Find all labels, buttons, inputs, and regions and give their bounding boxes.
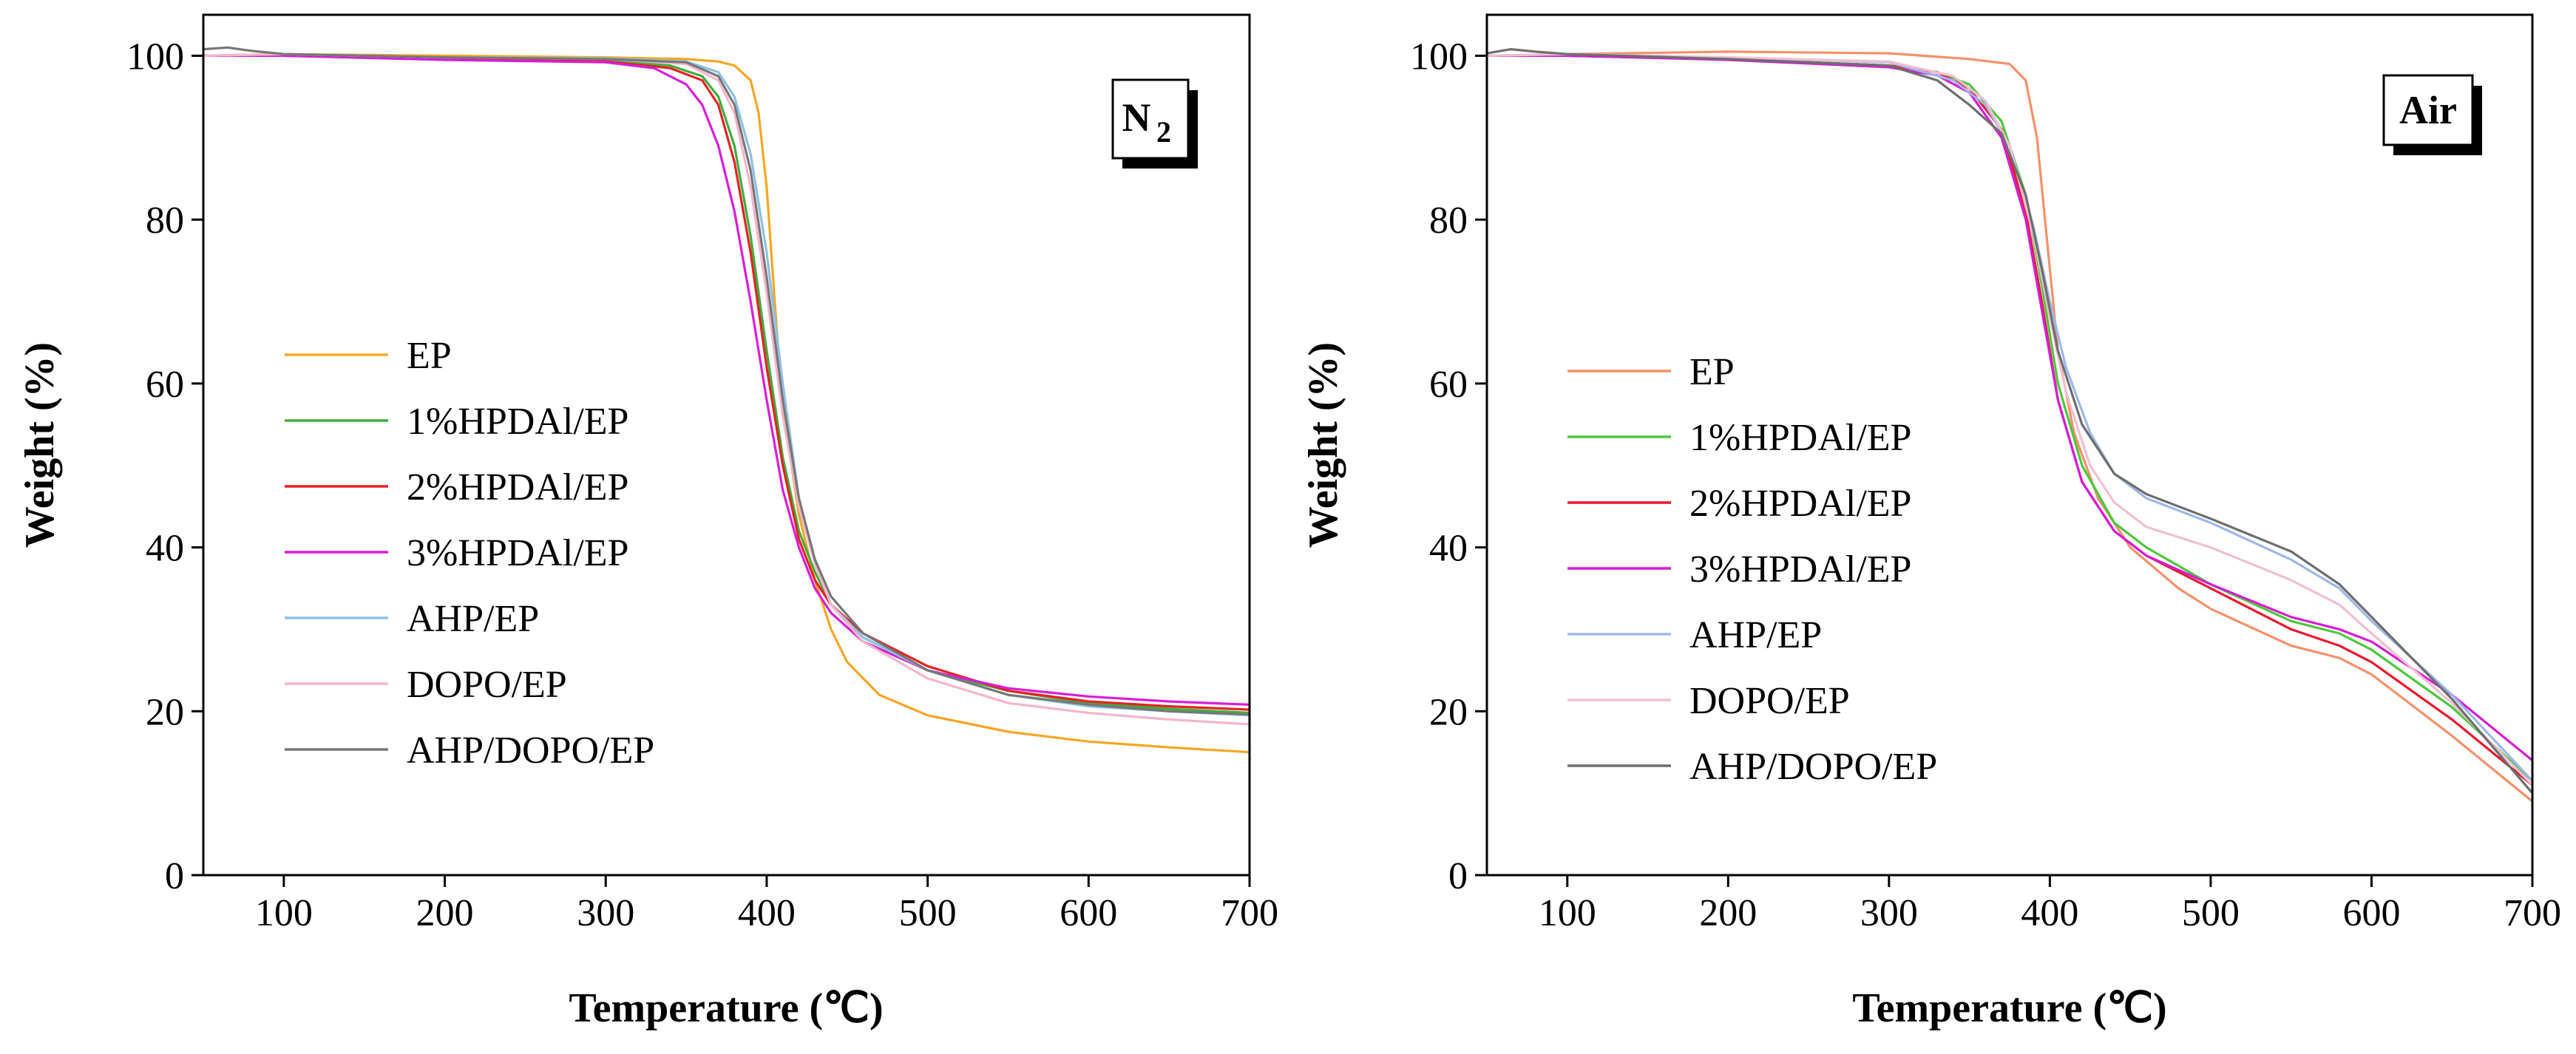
y-tick-label: 20 — [1429, 691, 1468, 733]
y-tick-label: 80 — [1429, 200, 1468, 242]
y-tick-label: 100 — [1410, 35, 1468, 78]
y-tick-label: 40 — [1429, 528, 1468, 570]
legend-label-5: DOPO/EP — [407, 664, 567, 706]
legend: EP 1%HPDAl/EP 2%HPDAl/EP 3%HPDAl/EP AHP/EP DO… — [1567, 351, 1937, 788]
legend-label-6: AHP/DOPO/EP — [1689, 746, 1937, 788]
series-line-3 — [1487, 54, 2532, 762]
axis-ticks: 100 200 300 400 500 600 700 0 20 40 60 80 100 — [126, 35, 1278, 934]
axis-ticks: 100 200 300 400 500 600 700 0 20 40 60 80 100 — [1410, 35, 2561, 934]
legend-label-3: 3%HPDAl/EP — [407, 532, 628, 574]
y-tick-label: 80 — [146, 200, 184, 242]
x-tick-label: 300 — [577, 892, 634, 934]
series-layer — [203, 46, 1250, 754]
series-line-6 — [203, 46, 1250, 716]
legend-label-2: 2%HPDAl/EP — [407, 466, 628, 509]
legend-label-6: AHP/DOPO/EP — [407, 730, 654, 772]
plot-frame — [1485, 13, 2534, 877]
legend-label-3: 3%HPDAl/EP — [1689, 548, 1911, 591]
x-tick-label: 200 — [416, 892, 474, 934]
x-tick-label: 200 — [1699, 892, 1757, 934]
x-axis-title: Temperature (℃) — [569, 985, 883, 1031]
y-tick-label: 40 — [146, 528, 184, 570]
y-tick-label: 60 — [146, 364, 184, 406]
legend-label-4: AHP/EP — [1689, 614, 1822, 656]
x-tick-label: 100 — [255, 892, 313, 934]
legend: EP 1%HPDAl/EP 2%HPDAl/EP 3%HPDAl/EP AHP/EP DO… — [285, 335, 654, 772]
legend-label-5: DOPO/EP — [1689, 680, 1850, 722]
badge-subscript-text: 2 — [1156, 115, 1171, 149]
x-tick-label: 500 — [2182, 892, 2240, 934]
series-layer — [1487, 48, 2532, 803]
plot-frame — [202, 13, 1251, 877]
y-axis-title: Weight (%) — [1301, 342, 1346, 548]
badge-main-text: N — [1122, 95, 1151, 140]
series-line-2 — [203, 54, 1250, 711]
x-tick-label: 600 — [1060, 892, 1117, 934]
y-axis-title: Weight (%) — [17, 342, 63, 548]
series-line-5 — [203, 52, 1250, 726]
legend-label-1: 1%HPDAl/EP — [407, 401, 628, 443]
legend-label-0: EP — [1689, 351, 1735, 393]
y-tick-label: 0 — [1448, 855, 1468, 897]
badge: Air — [2382, 74, 2482, 155]
x-tick-label: 700 — [2504, 892, 2561, 934]
series-line-3 — [203, 54, 1250, 706]
x-tick-label: 700 — [1221, 892, 1278, 934]
y-tick-label: 100 — [126, 35, 184, 78]
x-tick-label: 100 — [1539, 892, 1596, 934]
x-tick-label: 500 — [899, 892, 957, 934]
y-tick-label: 0 — [165, 855, 184, 897]
series-line-0 — [203, 52, 1250, 754]
series-line-1 — [203, 54, 1250, 715]
chart-panel-air: 100 200 300 400 500 600 700 0 20 40 60 80 100 Temper… — [1301, 13, 2561, 1031]
x-tick-label: 300 — [1860, 892, 1918, 934]
x-tick-label: 400 — [2021, 892, 2078, 934]
x-tick-label: 400 — [738, 892, 796, 934]
series-line-5 — [1487, 52, 2532, 786]
y-tick-label: 20 — [146, 691, 184, 733]
legend-label-2: 2%HPDAl/EP — [1689, 483, 1911, 525]
chart-panel-n2: 100 200 300 400 500 600 700 0 20 40 60 80 100 Temper… — [17, 13, 1278, 1031]
legend-label-1: 1%HPDAl/EP — [1689, 417, 1911, 459]
series-line-6 — [1487, 48, 2532, 795]
badge: N 2 — [1111, 78, 1198, 169]
x-axis-title: Temperature (℃) — [1852, 985, 2166, 1031]
badge-main-text: Air — [2399, 88, 2457, 132]
series-line-4 — [203, 52, 1250, 717]
legend-label-0: EP — [407, 335, 452, 377]
legend-label-4: AHP/EP — [407, 598, 539, 640]
y-tick-label: 60 — [1429, 364, 1468, 406]
x-tick-label: 600 — [2342, 892, 2400, 934]
